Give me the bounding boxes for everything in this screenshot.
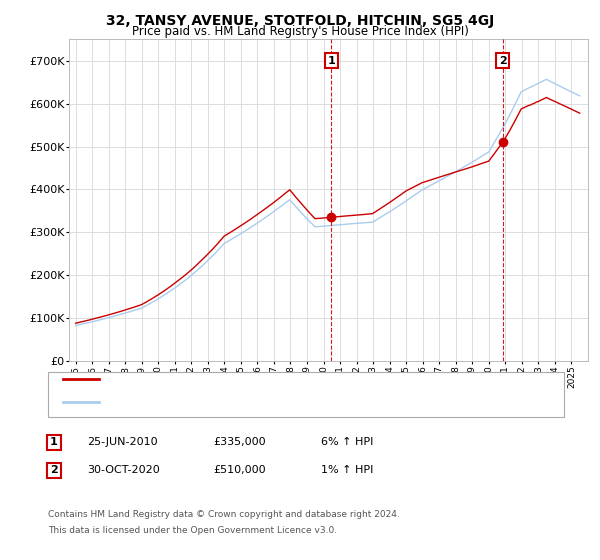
Text: 32, TANSY AVENUE, STOTFOLD, HITCHIN, SG5 4GJ (detached house): 32, TANSY AVENUE, STOTFOLD, HITCHIN, SG5… <box>105 374 458 384</box>
Text: £510,000: £510,000 <box>213 465 266 475</box>
Text: 30-OCT-2020: 30-OCT-2020 <box>87 465 160 475</box>
Text: HPI: Average price, detached house, Central Bedfordshire: HPI: Average price, detached house, Cent… <box>105 397 406 407</box>
Text: 2: 2 <box>499 55 506 66</box>
Text: 1: 1 <box>50 437 58 447</box>
Text: Price paid vs. HM Land Registry's House Price Index (HPI): Price paid vs. HM Land Registry's House … <box>131 25 469 38</box>
Text: 1: 1 <box>328 55 335 66</box>
Text: 1% ↑ HPI: 1% ↑ HPI <box>321 465 373 475</box>
Text: 2: 2 <box>50 465 58 475</box>
Text: £335,000: £335,000 <box>213 437 266 447</box>
Text: 6% ↑ HPI: 6% ↑ HPI <box>321 437 373 447</box>
Text: 25-JUN-2010: 25-JUN-2010 <box>87 437 158 447</box>
Text: 32, TANSY AVENUE, STOTFOLD, HITCHIN, SG5 4GJ: 32, TANSY AVENUE, STOTFOLD, HITCHIN, SG5… <box>106 14 494 28</box>
Text: This data is licensed under the Open Government Licence v3.0.: This data is licensed under the Open Gov… <box>48 526 337 535</box>
Text: Contains HM Land Registry data © Crown copyright and database right 2024.: Contains HM Land Registry data © Crown c… <box>48 510 400 519</box>
